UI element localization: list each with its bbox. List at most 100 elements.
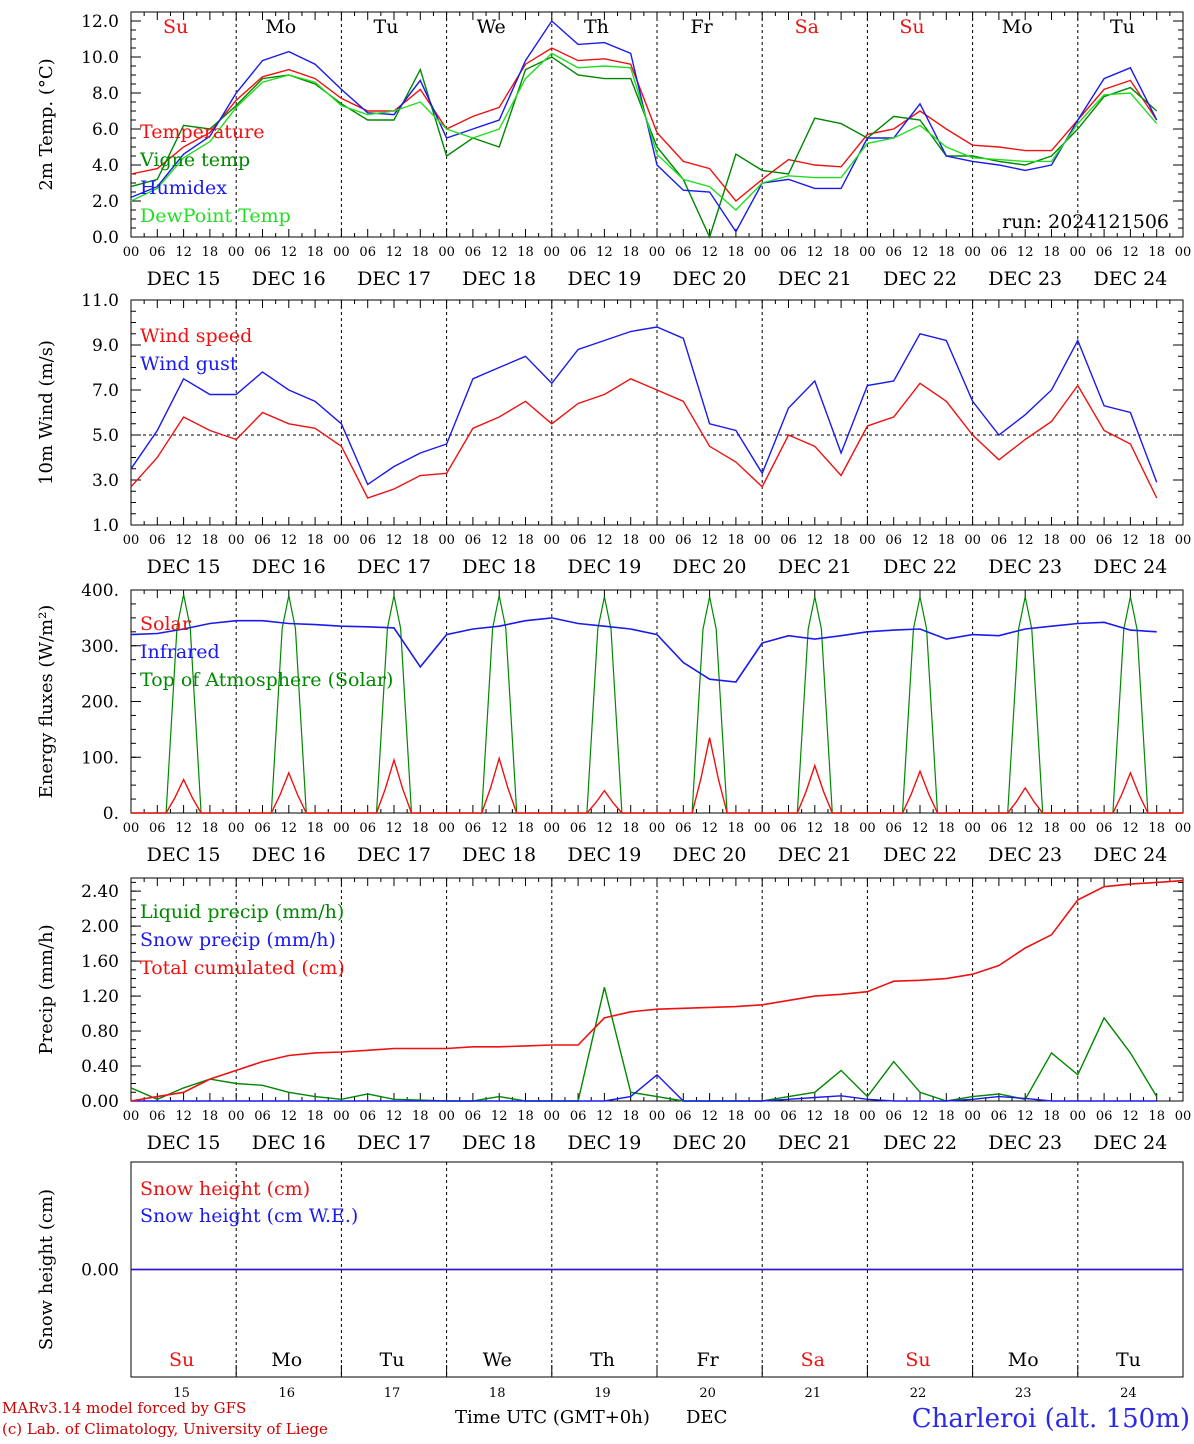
x-tick-label: 18 <box>412 821 429 836</box>
legend-snow-height-cm-w-e-: Snow height (cm W.E.) <box>140 1205 358 1227</box>
x-tick-label: 12 <box>175 1109 192 1124</box>
x-tick-label: 00 <box>544 1109 561 1124</box>
weekday-top: Mo <box>1002 16 1033 38</box>
x-tick-label: 00 <box>754 245 771 260</box>
x-tick-label: 12 <box>701 821 718 836</box>
weekday-bottom: We <box>483 1349 512 1371</box>
x-tick-label: 06 <box>885 821 902 836</box>
x-tick-label: 12 <box>386 821 403 836</box>
day-label: DEC 24 <box>1093 844 1167 866</box>
x-tick-label: 00 <box>228 533 245 548</box>
x-tick-label: 18 <box>938 821 955 836</box>
y-axis-title: 2m Temp. (°C) <box>36 58 57 190</box>
x-tick-label: 06 <box>885 533 902 548</box>
legend-top-of-atmosphere-solar-: Top of Atmosphere (Solar) <box>140 669 393 691</box>
x-tick-label: 00 <box>859 821 876 836</box>
x-tick-label: 00 <box>1175 1109 1192 1124</box>
x-tick-label: 12 <box>596 533 613 548</box>
weekday-bottom: Tu <box>380 1349 405 1371</box>
x-tick-label: 18 <box>833 821 850 836</box>
series-dewpoint-temp <box>130 52 1158 211</box>
x-tick-label: 18 <box>307 1109 324 1124</box>
y-tick-label: 3.0 <box>92 471 119 491</box>
x-tick-label: 00 <box>754 533 771 548</box>
x-tick-label: 00 <box>964 821 981 836</box>
series-wind-gust <box>130 326 1158 486</box>
weekday-top: Tu <box>374 16 399 38</box>
x-tick-label: 00 <box>123 821 140 836</box>
panel-frame <box>130 299 1184 526</box>
day-label: DEC 19 <box>567 1132 641 1154</box>
x-tick-label: 12 <box>807 533 824 548</box>
y-axis-title: 10m Wind (m/s) <box>36 340 57 485</box>
x-tick-label: 06 <box>359 245 376 260</box>
x-tick-label: 00 <box>1070 1109 1087 1124</box>
x-tick-label: 06 <box>149 245 166 260</box>
x-tick-label: 06 <box>780 821 797 836</box>
y-axis-title: Snow height (cm) <box>36 1189 57 1350</box>
day-number: 23 <box>1015 1386 1032 1401</box>
x-tick-label: 06 <box>254 1109 271 1124</box>
run-annotation: run: 2024121506 <box>1002 211 1169 233</box>
x-tick-label: 18 <box>622 533 639 548</box>
x-tick-label: 12 <box>175 533 192 548</box>
x-tick-label: 18 <box>728 245 745 260</box>
x-tick-label: 06 <box>991 245 1008 260</box>
weekday-top: Fr <box>690 16 713 38</box>
day-label: DEC 21 <box>778 844 852 866</box>
x-tick-label: 00 <box>859 533 876 548</box>
x-tick-label: 06 <box>570 533 587 548</box>
x-tick-label: 18 <box>833 1109 850 1124</box>
x-tick-label: 12 <box>807 245 824 260</box>
x-tick-label: 00 <box>438 821 455 836</box>
x-tick-label: 12 <box>281 1109 298 1124</box>
y-tick-label: 2.0 <box>92 192 119 212</box>
day-label: DEC 22 <box>883 268 957 290</box>
x-tick-label: 00 <box>754 1109 771 1124</box>
x-tick-label: 18 <box>622 1109 639 1124</box>
series-liquid-precip-mm-h- <box>130 987 1158 1102</box>
panel-5: 0.00 Snow height (cm) Snow height (cm) Snow… <box>36 1161 1184 1401</box>
x-tick-label: 12 <box>701 1109 718 1124</box>
station-name: Charleroi (alt. 150m) <box>912 1404 1190 1434</box>
series-infrared <box>130 617 1157 683</box>
day-number: 22 <box>910 1386 927 1401</box>
x-tick-label: 12 <box>175 821 192 836</box>
x-tick-label: 12 <box>491 1109 508 1124</box>
x-tick-label: 18 <box>412 533 429 548</box>
weekday-top: Sa <box>795 16 819 38</box>
x-tick-label: 06 <box>1096 245 1113 260</box>
x-tick-label: 18 <box>728 821 745 836</box>
x-tick-label: 06 <box>254 245 271 260</box>
x-tick-label: 00 <box>964 245 981 260</box>
x-tick-label: 18 <box>202 533 219 548</box>
day-label: DEC 18 <box>462 844 536 866</box>
weekday-top: Th <box>584 16 609 38</box>
x-tick-label: 12 <box>386 1109 403 1124</box>
x-tick-label: 18 <box>833 533 850 548</box>
legend-humidex: Humidex <box>140 177 227 199</box>
day-label: DEC 22 <box>883 844 957 866</box>
x-tick-label: 06 <box>1096 821 1113 836</box>
y-tick-label: 0.00 <box>81 1092 119 1112</box>
legend-infrared: Infrared <box>140 641 220 663</box>
legend-vigne-temp: Vigne temp <box>139 149 250 171</box>
series-total-cumulated-cm- <box>130 879 1184 1102</box>
x-tick-label: 00 <box>649 245 666 260</box>
y-tick-label: 2.00 <box>81 917 119 937</box>
x-tick-label: 12 <box>1017 245 1034 260</box>
day-label: DEC 23 <box>988 1132 1062 1154</box>
x-tick-label: 06 <box>465 821 482 836</box>
legend-temperature: Temperature <box>140 121 264 143</box>
weekday-top: Tu <box>1110 16 1135 38</box>
x-tick-label: 00 <box>1175 245 1192 260</box>
x-tick-label: 18 <box>307 245 324 260</box>
x-tick-label: 00 <box>544 533 561 548</box>
x-tick-label: 00 <box>1175 533 1192 548</box>
y-tick-label: 1.20 <box>81 987 119 1007</box>
x-tick-label: 06 <box>570 245 587 260</box>
x-tick-label: 06 <box>1096 1109 1113 1124</box>
y-tick-label: 1.0 <box>92 516 119 536</box>
x-tick-label: 06 <box>359 1109 376 1124</box>
x-tick-label: 12 <box>912 1109 929 1124</box>
